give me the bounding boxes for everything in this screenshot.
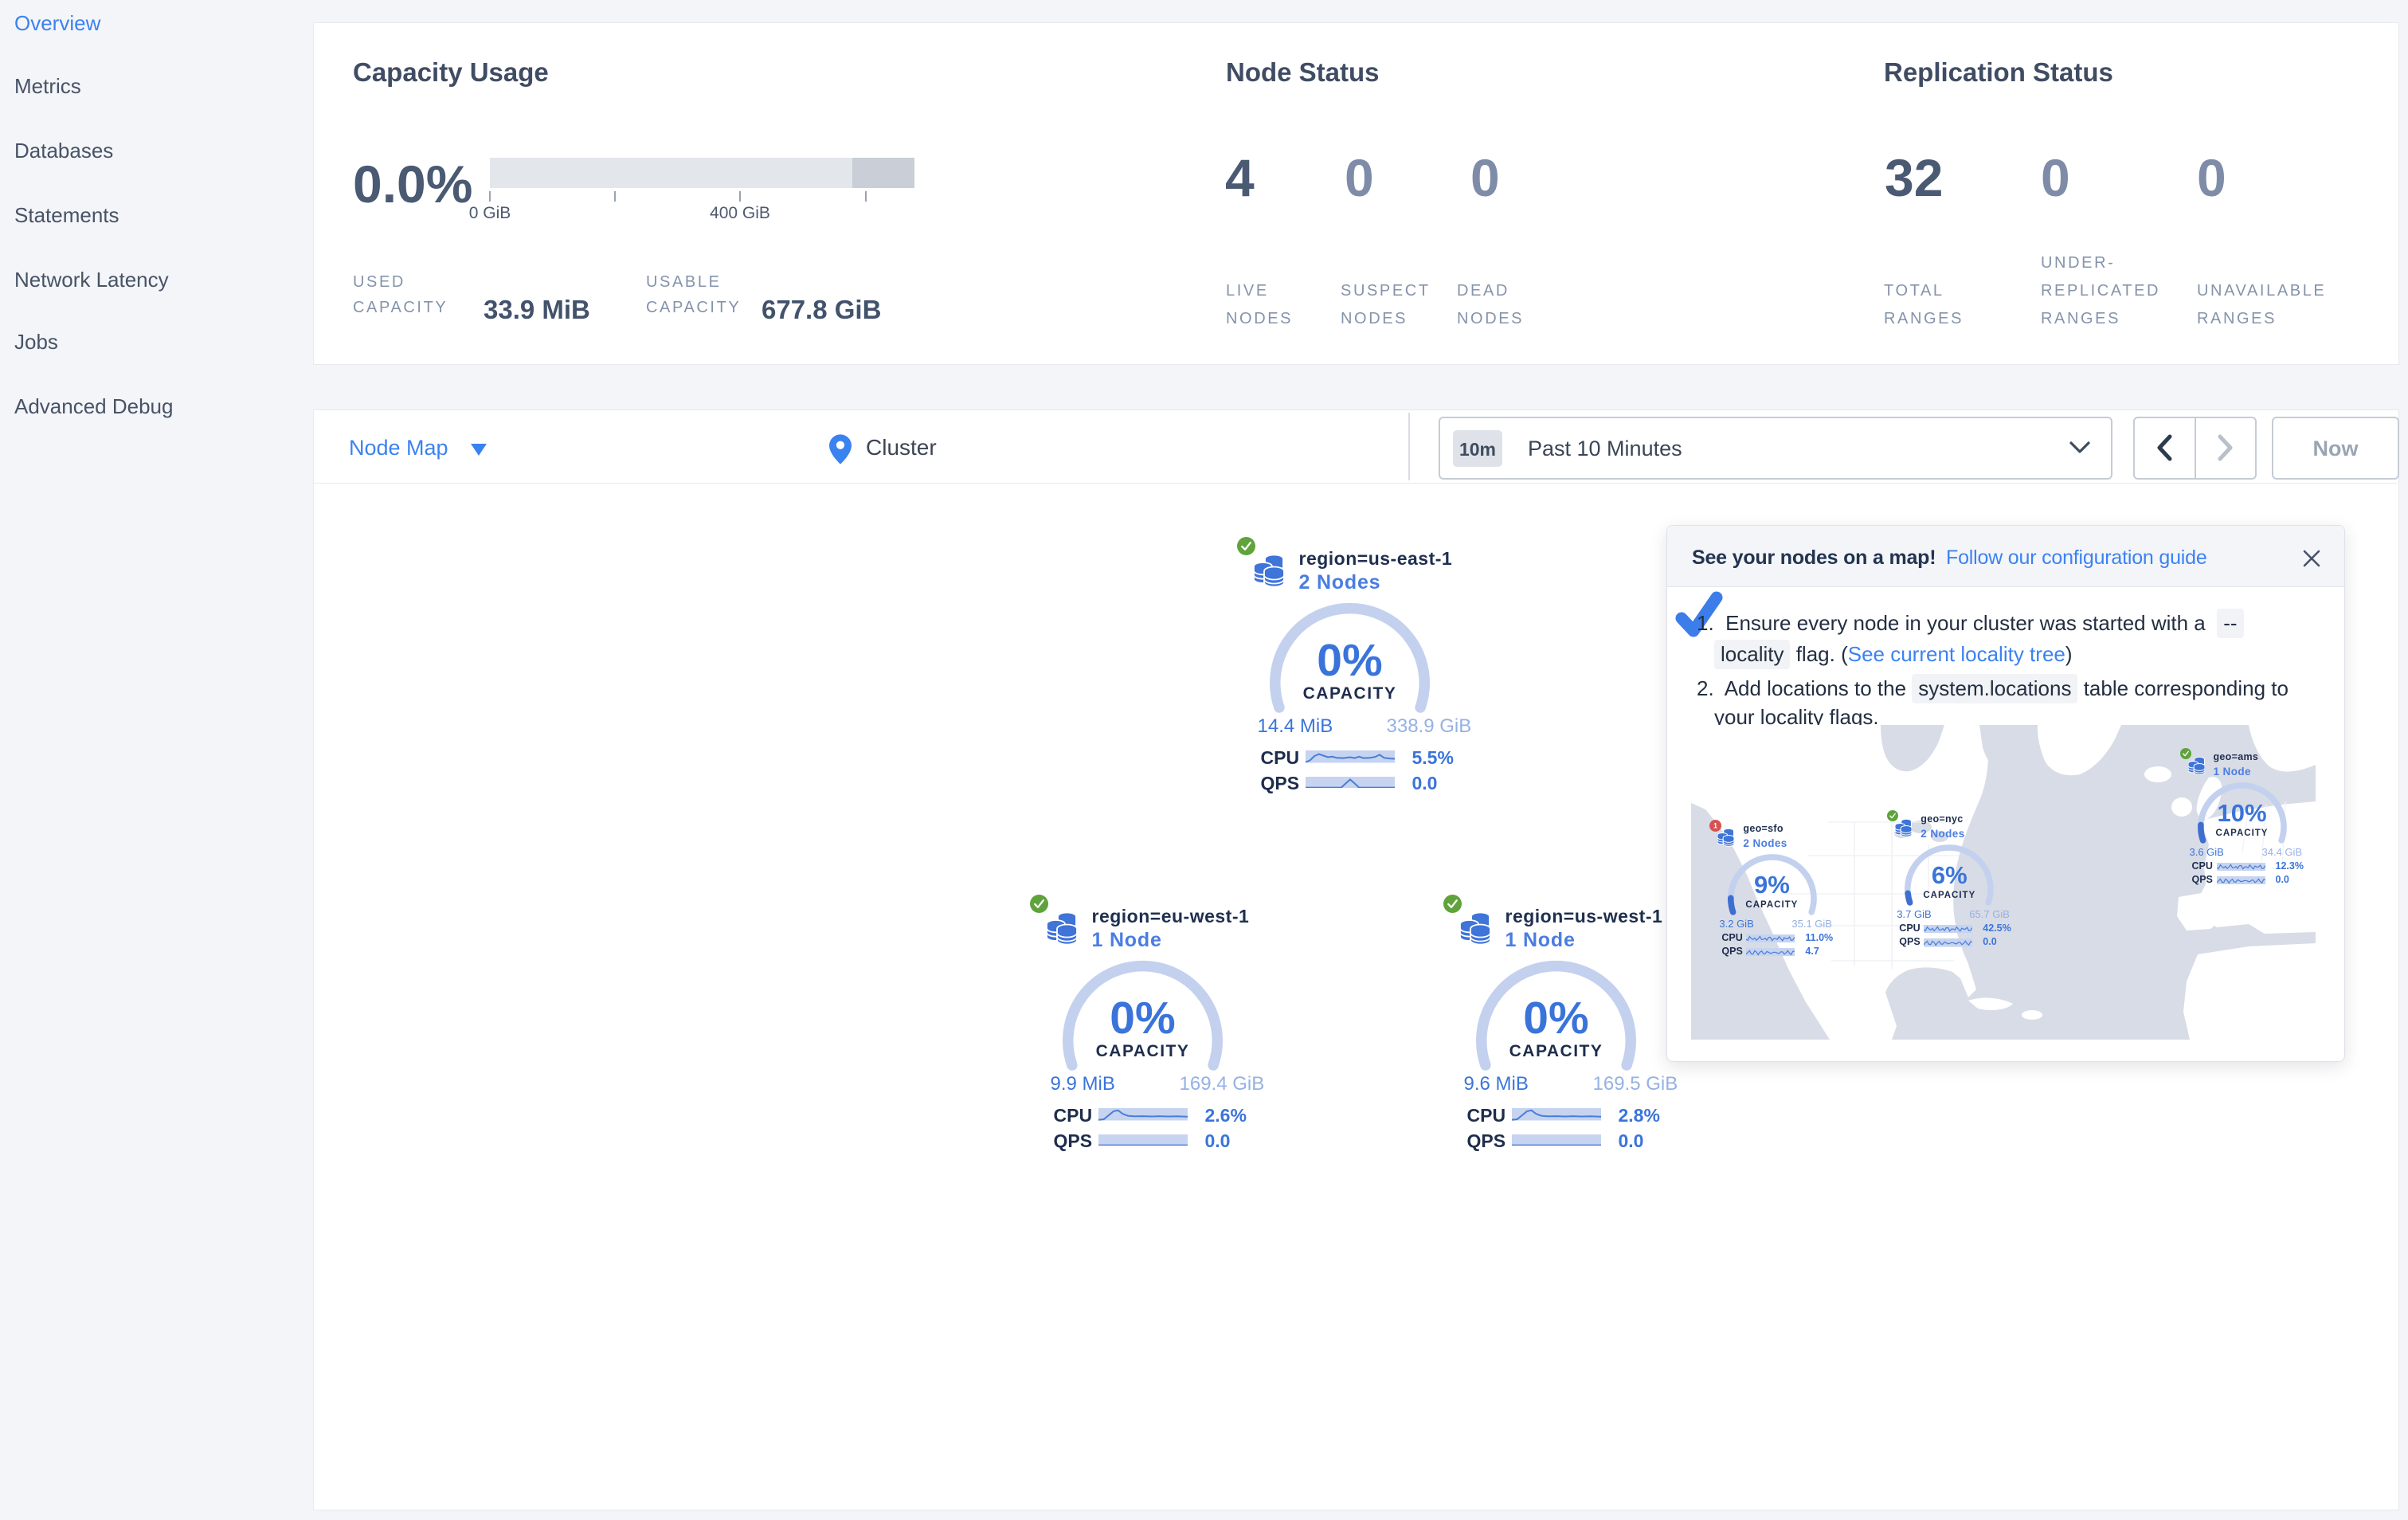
svg-text:1: 1 [1713, 821, 1717, 829]
